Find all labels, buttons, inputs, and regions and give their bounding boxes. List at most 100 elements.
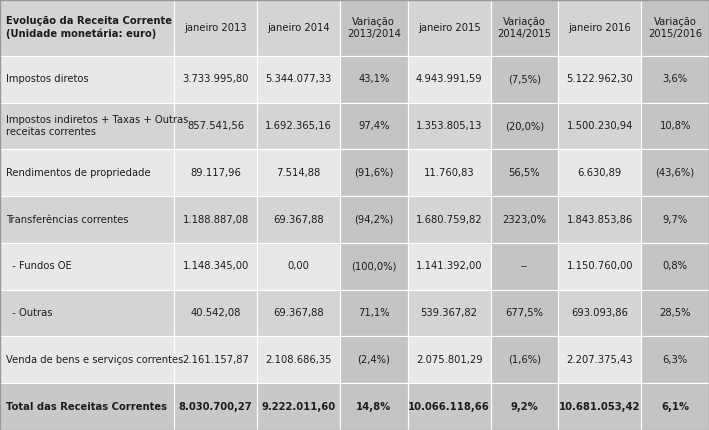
Text: 6,1%: 6,1% (661, 402, 689, 412)
Bar (559, 243, 641, 290)
Bar (174, 290, 257, 336)
Bar (408, 336, 491, 383)
Text: Total das Receitas Correntes: Total das Receitas Correntes (6, 402, 167, 412)
Bar (408, 383, 491, 430)
Text: (91,6%): (91,6%) (354, 168, 393, 178)
Bar (491, 103, 559, 150)
Bar (257, 150, 340, 196)
Text: 43,1%: 43,1% (358, 74, 389, 84)
Bar (641, 243, 709, 290)
Bar (340, 383, 408, 430)
Bar (559, 0, 641, 56)
Text: --: -- (521, 261, 528, 271)
Text: 69.367,88: 69.367,88 (273, 308, 324, 318)
Bar (559, 196, 641, 243)
Text: 6,3%: 6,3% (662, 355, 688, 365)
Bar (340, 0, 408, 56)
Bar (408, 103, 491, 150)
Text: 69.367,88: 69.367,88 (273, 215, 324, 224)
Bar (0, 336, 174, 383)
Text: - Fundos OE: - Fundos OE (6, 261, 72, 271)
Bar (257, 336, 340, 383)
Text: 97,4%: 97,4% (358, 121, 389, 131)
Text: 2323,0%: 2323,0% (503, 215, 547, 224)
Bar (174, 0, 257, 56)
Bar (174, 336, 257, 383)
Text: 1.843.853,86: 1.843.853,86 (566, 215, 633, 224)
Text: 1.680.759,82: 1.680.759,82 (415, 215, 482, 224)
Bar (174, 56, 257, 103)
Text: janeiro 2014: janeiro 2014 (267, 23, 330, 33)
Text: 3.733.995,80: 3.733.995,80 (182, 74, 249, 84)
Text: 10.681.053,42: 10.681.053,42 (559, 402, 640, 412)
Bar (340, 290, 408, 336)
Bar (641, 383, 709, 430)
Text: 1.188.887,08: 1.188.887,08 (182, 215, 249, 224)
Bar (174, 150, 257, 196)
Text: 3,6%: 3,6% (662, 74, 688, 84)
Bar (641, 103, 709, 150)
Bar (0, 290, 174, 336)
Bar (257, 290, 340, 336)
Text: 1.141.392,00: 1.141.392,00 (416, 261, 482, 271)
Bar (491, 290, 559, 336)
Text: 1.148.345,00: 1.148.345,00 (182, 261, 249, 271)
Text: (2,4%): (2,4%) (357, 355, 390, 365)
Text: 11.760,83: 11.760,83 (424, 168, 474, 178)
Bar (257, 56, 340, 103)
Bar (0, 0, 174, 56)
Text: 857.541,56: 857.541,56 (187, 121, 244, 131)
Text: (20,0%): (20,0%) (505, 121, 544, 131)
Bar (0, 383, 174, 430)
Text: 9.222.011,60: 9.222.011,60 (262, 402, 335, 412)
Text: 9,2%: 9,2% (510, 402, 538, 412)
Text: 0,8%: 0,8% (663, 261, 688, 271)
Bar (491, 336, 559, 383)
Bar (641, 0, 709, 56)
Text: janeiro 2015: janeiro 2015 (418, 23, 481, 33)
Text: 8.030.700,27: 8.030.700,27 (179, 402, 252, 412)
Bar (257, 243, 340, 290)
Bar (408, 56, 491, 103)
Text: 9,7%: 9,7% (662, 215, 688, 224)
Text: 10.066.118,66: 10.066.118,66 (408, 402, 490, 412)
Text: 2.161.157,87: 2.161.157,87 (182, 355, 249, 365)
Bar (0, 103, 174, 150)
Text: 1.692.365,16: 1.692.365,16 (265, 121, 332, 131)
Bar (174, 243, 257, 290)
Bar (641, 196, 709, 243)
Text: janeiro 2016: janeiro 2016 (569, 23, 631, 33)
Bar (340, 103, 408, 150)
Bar (340, 336, 408, 383)
Text: 89.117,96: 89.117,96 (190, 168, 241, 178)
Bar (641, 336, 709, 383)
Text: 5.344.077,33: 5.344.077,33 (265, 74, 332, 84)
Bar (559, 150, 641, 196)
Text: Transferências correntes: Transferências correntes (6, 215, 128, 224)
Text: Variação
2015/2016: Variação 2015/2016 (648, 17, 702, 39)
Text: 1.500.230,94: 1.500.230,94 (566, 121, 633, 131)
Text: 1.150.760,00: 1.150.760,00 (566, 261, 633, 271)
Bar (491, 150, 559, 196)
Text: 40.542,08: 40.542,08 (191, 308, 241, 318)
Text: 6.630,89: 6.630,89 (578, 168, 622, 178)
Text: 5.122.962,30: 5.122.962,30 (566, 74, 633, 84)
Bar (340, 196, 408, 243)
Text: 10,8%: 10,8% (659, 121, 691, 131)
Bar (408, 290, 491, 336)
Bar (174, 196, 257, 243)
Bar (491, 243, 559, 290)
Text: 693.093,86: 693.093,86 (571, 308, 628, 318)
Bar (0, 56, 174, 103)
Text: 7.514,88: 7.514,88 (277, 168, 320, 178)
Bar (340, 150, 408, 196)
Text: 4.943.991,59: 4.943.991,59 (415, 74, 482, 84)
Bar (257, 196, 340, 243)
Text: 28,5%: 28,5% (659, 308, 691, 318)
Text: 14,8%: 14,8% (356, 402, 391, 412)
Text: 2.207.375,43: 2.207.375,43 (566, 355, 633, 365)
Bar (0, 243, 174, 290)
Bar (491, 0, 559, 56)
Bar (408, 243, 491, 290)
Bar (641, 290, 709, 336)
